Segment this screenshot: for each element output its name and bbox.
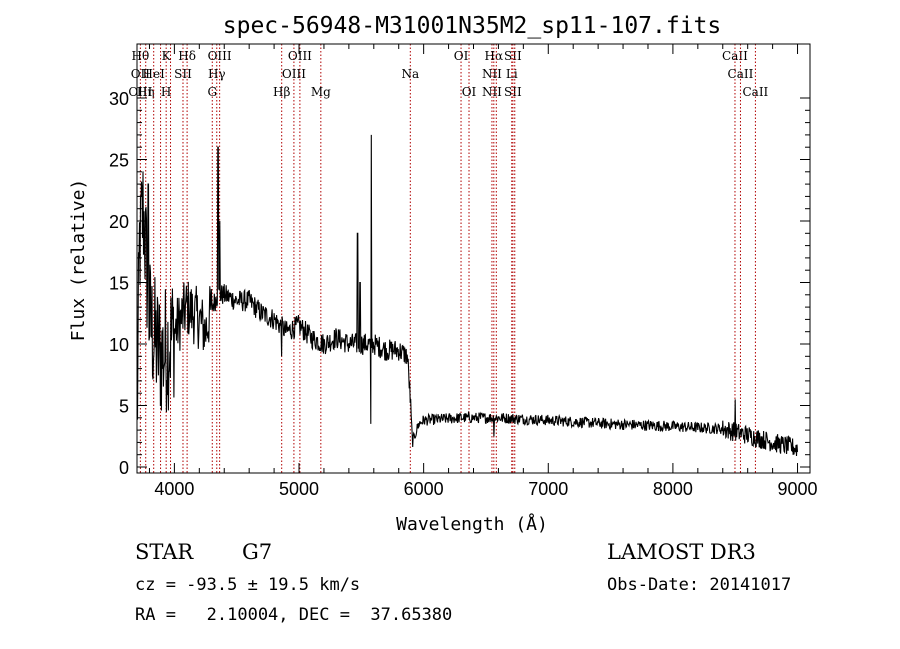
y-tick-label: 25 (109, 151, 129, 171)
spectral-line-label: OI (454, 49, 469, 63)
x-tick-label: 7000 (528, 479, 568, 499)
y-tick-label: 10 (109, 335, 129, 355)
y-axis-label: Flux (relative) (68, 179, 89, 342)
spectral-line-label: CaII (722, 49, 748, 63)
spectrum-series-line (136, 134, 799, 457)
y-tick-label: 5 (119, 397, 129, 417)
spectral-line-label: OI (462, 85, 477, 99)
spectral-line-label: Na (401, 67, 419, 81)
spectral-line-label: CaII (728, 67, 754, 81)
spectral-line-label: OIII (288, 49, 312, 63)
spectral-line-label: SII (504, 49, 522, 63)
spectral-line-label: H (161, 85, 171, 99)
survey-name: LAMOST DR3 (607, 540, 756, 564)
obs-date: Obs-Date: 20141017 (607, 575, 791, 595)
y-tick-label: 30 (109, 89, 129, 109)
spectral-line-label: Hβ (273, 85, 290, 99)
spectral-line-label: Hη (137, 85, 155, 99)
spectral-line-label: OIII (282, 67, 306, 81)
x-tick-label: 9000 (778, 479, 818, 499)
spectral-line-label: SII (174, 67, 192, 81)
y-tick-label: 20 (109, 212, 129, 232)
spectral-line-label: Hθ (132, 49, 150, 63)
x-tick-label: 5000 (279, 479, 319, 499)
coordinates: RA = 2.10004, DEC = 37.65380 (135, 605, 452, 625)
x-tick-label: 4000 (154, 479, 194, 499)
spectral-line-label: CaII (742, 85, 768, 99)
x-tick-label: 8000 (653, 479, 693, 499)
spectral-line-label: OII (131, 67, 151, 81)
redshift-info: cz = -93.5 ± 19.5 km/s (135, 575, 360, 595)
spectral-line-label: SII (504, 85, 522, 99)
plot-frame (136, 43, 811, 474)
y-tick-label: 15 (109, 274, 129, 294)
spectral-line-label: NII (482, 67, 502, 81)
chart-title: spec-56948-M31001N35M2_sp11-107.fits (223, 13, 722, 39)
axis-ticks: 4000 5000 6000 7000 8000 9000 0 5 10 15 20 25 30 (109, 44, 818, 499)
x-tick-label: 6000 (404, 479, 444, 499)
spectral-line-label: Hγ (208, 67, 226, 81)
spectral-line-label: OIII (128, 85, 152, 99)
spectral-line-label: K (162, 49, 172, 63)
spectral-line-label: NII (482, 85, 502, 99)
spectral-line-markers: HθOIIOIIIHηHeIKHSIIHδGHγOIIIHβOIIIOIIIMg… (128, 44, 769, 473)
spectral-line-label: G (207, 85, 217, 99)
spectral-line-label: Li (506, 67, 518, 81)
spectral-line-label: Hα (485, 49, 504, 63)
object-class: STAR (135, 540, 194, 564)
spectral-line-label: HeI (143, 67, 166, 81)
object-subclass: G7 (242, 540, 272, 564)
spectral-line-label: Hδ (178, 49, 196, 63)
y-tick-label: 0 (119, 458, 129, 478)
spectral-line-label: OIII (208, 49, 232, 63)
x-axis-label: Wavelength (Å) (396, 513, 548, 535)
spectral-line-label: Mg (311, 85, 331, 99)
